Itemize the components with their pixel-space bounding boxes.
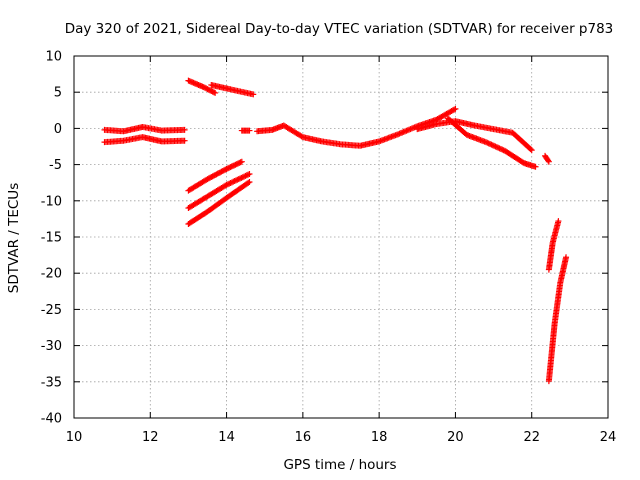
data-point: [488, 141, 495, 148]
x-tick-label: 20: [447, 430, 464, 445]
data-point: [452, 105, 459, 112]
chart-title: Day 320 of 2021, Sidereal Day-to-day VTE…: [65, 21, 614, 37]
data-point: [212, 89, 219, 96]
data-point: [234, 176, 241, 183]
y-axis-label: SDTVAR / TECUs: [6, 183, 22, 293]
data-point: [493, 144, 500, 151]
series-arc-10: [414, 118, 535, 154]
y-tick-label: -20: [41, 267, 62, 282]
data-point: [245, 179, 252, 186]
data-points: [101, 77, 570, 385]
series-arc-6: [185, 171, 253, 212]
axis-ticks: 10 12 14 16 18 20 22 24 -40 -35 -30 -25 -20 -15 -10 -5 0…: [41, 50, 617, 446]
data-point: [451, 106, 458, 113]
data-point: [528, 147, 535, 154]
data-point: [224, 181, 231, 188]
data-point: [228, 179, 235, 186]
data-point: [298, 133, 305, 140]
data-point: [226, 180, 233, 187]
data-point: [491, 142, 498, 149]
data-point: [495, 144, 502, 151]
series-arc-3: [185, 77, 219, 96]
data-point: [545, 158, 552, 165]
data-point: [238, 158, 245, 165]
x-tick-label: 12: [142, 430, 159, 445]
data-point: [223, 181, 230, 188]
data-point: [181, 126, 188, 133]
x-tick-label: 24: [600, 430, 617, 445]
data-point: [489, 142, 496, 149]
y-tick-label: -35: [41, 375, 62, 390]
data-point: [527, 146, 534, 153]
data-point: [235, 176, 242, 183]
series-arc-2: [101, 134, 188, 146]
data-point: [237, 175, 244, 182]
y-tick-label: 0: [54, 122, 62, 137]
y-tick-label: -25: [41, 303, 62, 318]
series-arc-12: [542, 152, 552, 165]
x-tick-label: 22: [523, 430, 540, 445]
data-point: [246, 127, 253, 134]
data-point: [482, 139, 489, 146]
x-tick-label: 14: [218, 430, 235, 445]
data-point: [245, 171, 252, 178]
x-tick-label: 16: [295, 430, 312, 445]
data-point: [532, 163, 539, 170]
x-tick-label: 10: [66, 430, 83, 445]
data-point: [242, 172, 249, 179]
y-tick-label: -15: [41, 231, 62, 246]
data-point: [555, 218, 562, 225]
series-arc-7: [185, 178, 253, 227]
series-arc-13: [545, 218, 562, 273]
y-tick-label: -5: [49, 158, 62, 173]
data-point: [237, 159, 244, 166]
data-point: [563, 254, 570, 261]
data-point: [484, 139, 491, 146]
data-point: [485, 140, 492, 147]
data-point: [496, 145, 503, 152]
gridlines: [74, 56, 608, 418]
y-tick-label: 5: [54, 86, 62, 101]
data-point: [243, 172, 250, 179]
x-axis-label: GPS time / hours: [283, 457, 396, 473]
data-point: [238, 174, 245, 181]
y-tick-label: 10: [45, 50, 62, 65]
data-point: [231, 178, 238, 185]
data-point: [246, 178, 253, 185]
data-point: [497, 145, 504, 152]
series-arc-14: [545, 254, 570, 385]
data-point: [210, 89, 217, 96]
series-arc-11: [444, 115, 539, 170]
y-tick-label: -30: [41, 339, 62, 354]
data-point: [181, 137, 188, 144]
data-point: [499, 146, 506, 153]
data-point: [545, 157, 552, 164]
data-point: [492, 143, 499, 150]
series-arc-4: [208, 81, 257, 98]
data-point: [232, 177, 239, 184]
data-point: [241, 173, 248, 180]
x-tick-label: 18: [371, 430, 388, 445]
data-point: [250, 91, 257, 98]
data-point: [227, 179, 234, 186]
data-point: [230, 178, 237, 185]
y-tick-label: -10: [41, 194, 62, 209]
series-arc-1: [101, 123, 188, 135]
data-point: [487, 141, 494, 148]
data-point: [246, 171, 253, 178]
series-arc-5: [185, 158, 245, 194]
series-arc-8: [238, 127, 253, 134]
y-tick-label: -40: [41, 412, 62, 427]
data-point: [239, 174, 246, 181]
